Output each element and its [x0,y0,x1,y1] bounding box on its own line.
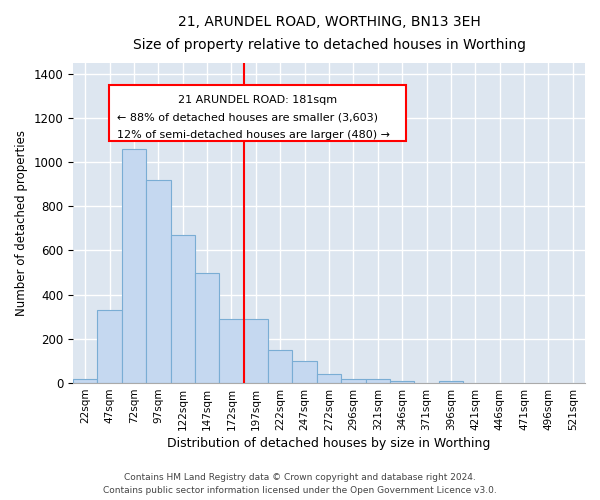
Title: 21, ARUNDEL ROAD, WORTHING, BN13 3EH
Size of property relative to detached house: 21, ARUNDEL ROAD, WORTHING, BN13 3EH Siz… [133,15,526,52]
Bar [195,272,220,383]
Text: 21 ARUNDEL ROAD: 181sqm: 21 ARUNDEL ROAD: 181sqm [178,94,337,104]
Text: 12% of semi-detached houses are larger (480) →: 12% of semi-detached houses are larger (… [116,130,389,140]
Text: Contains HM Land Registry data © Crown copyright and database right 2024.
Contai: Contains HM Land Registry data © Crown c… [103,474,497,495]
FancyBboxPatch shape [109,85,406,141]
Bar [439,381,463,383]
Bar [170,235,195,383]
Bar [317,374,341,383]
Y-axis label: Number of detached properties: Number of detached properties [15,130,28,316]
Bar [220,319,244,383]
X-axis label: Distribution of detached houses by size in Worthing: Distribution of detached houses by size … [167,437,491,450]
Bar [292,361,317,383]
Bar [97,310,122,383]
Bar [73,378,97,383]
Bar [244,319,268,383]
Bar [341,378,365,383]
Text: ← 88% of detached houses are smaller (3,603): ← 88% of detached houses are smaller (3,… [116,112,377,122]
Bar [365,378,390,383]
Bar [390,381,415,383]
Bar [122,149,146,383]
Bar [268,350,292,383]
Bar [146,180,170,383]
